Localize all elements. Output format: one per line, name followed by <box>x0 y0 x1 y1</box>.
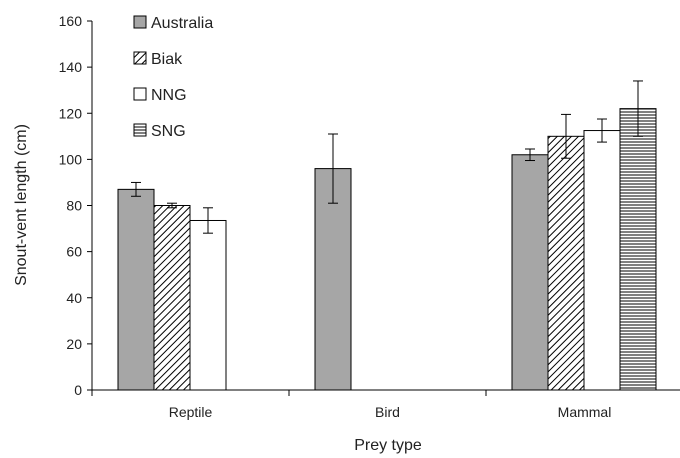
y-tick-label: 140 <box>59 59 83 75</box>
legend: Australia Biak NNG SNG <box>133 15 213 140</box>
bar-biak-mammal <box>547 135 585 391</box>
legend-label-biak: Biak <box>151 51 183 68</box>
legend-label-nng: NNG <box>151 87 187 104</box>
y-tick-label: 80 <box>66 198 82 214</box>
y-tick-label: 20 <box>66 336 82 352</box>
x-tick-label: Reptile <box>169 404 213 420</box>
x-axis-title: Prey type <box>354 437 422 454</box>
legend-label-sng: SNG <box>151 123 186 140</box>
y-tick-label: 160 <box>59 13 83 29</box>
bar-australia-mammal <box>511 154 549 391</box>
y-axis-title: Snout-vent length (cm) <box>13 124 30 286</box>
bar-nng-mammal <box>583 130 621 391</box>
bar-australia-bird <box>314 168 352 391</box>
bar-nng-reptile <box>189 219 227 391</box>
legend-swatch-sng <box>133 123 147 137</box>
legend-swatch-nng <box>133 87 147 101</box>
y-tick-label: 100 <box>59 151 83 167</box>
bar-australia-reptile <box>117 188 155 391</box>
bar-sng-mammal <box>619 108 657 391</box>
y-tick-label: 120 <box>59 105 83 121</box>
legend-swatch-biak <box>133 51 147 65</box>
plot-area: 0 20 40 60 80 100 120 140 160 Reptile Bird Mammal <box>59 13 680 420</box>
bar-biak-reptile <box>153 205 191 391</box>
y-tick-label: 40 <box>66 290 82 306</box>
legend-label-australia: Australia <box>151 15 213 32</box>
legend-swatch-australia <box>133 15 147 29</box>
x-tick-label: Bird <box>375 404 400 420</box>
y-tick-label: 60 <box>66 244 82 260</box>
y-tick-label: 0 <box>74 382 82 398</box>
x-tick-label: Mammal <box>558 404 612 420</box>
